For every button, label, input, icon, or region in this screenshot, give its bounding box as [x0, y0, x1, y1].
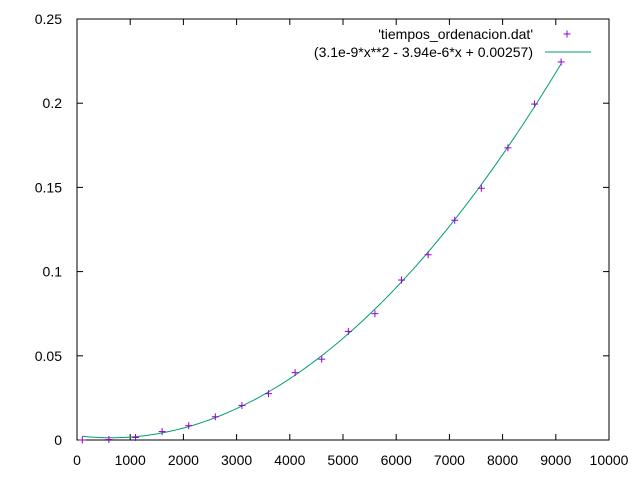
- y-tick-label: 0.05: [35, 348, 62, 364]
- data-point: [265, 390, 273, 398]
- data-point: [78, 436, 86, 444]
- data-point: [238, 401, 246, 409]
- data-point: [398, 276, 406, 284]
- y-tick-label: 0.15: [35, 179, 62, 195]
- x-tick-label: 6000: [381, 452, 412, 468]
- x-tick-label: 7000: [434, 452, 465, 468]
- x-tick-label: 3000: [221, 452, 252, 468]
- data-point: [424, 251, 432, 259]
- data-point: [477, 184, 485, 192]
- data-point: [291, 369, 299, 377]
- x-tick-label: 10000: [590, 452, 629, 468]
- fit-curve-layer: [82, 63, 562, 439]
- data-point: [105, 435, 113, 443]
- plot-frame: [76, 18, 610, 441]
- x-tick-label: 5000: [327, 452, 358, 468]
- data-points-layer: [78, 58, 565, 444]
- y-tick-label: 0.25: [35, 11, 62, 27]
- x-tick-label: 4000: [274, 452, 305, 468]
- data-point: [211, 413, 219, 421]
- y-tick-label: 0: [54, 432, 62, 448]
- data-point: [158, 428, 166, 436]
- axes: [76, 18, 610, 441]
- y-tick-label: 0.1: [43, 264, 63, 280]
- data-point: [504, 144, 512, 152]
- data-point: [557, 58, 565, 66]
- data-point: [451, 216, 459, 224]
- ticks: 0 1000 2000 3000 4000 5000 6000 7000 8000 9000 100…: [35, 11, 629, 468]
- data-point: [132, 433, 140, 441]
- x-tick-label: 1000: [115, 452, 146, 468]
- legend-label-fit: (3.1e-9*x**2 - 3.94e-6*x + 0.00257): [314, 44, 533, 60]
- x-tick-label: 0: [73, 452, 81, 468]
- y-tick-label: 0.2: [43, 95, 63, 111]
- legend-marker-points: [563, 30, 571, 38]
- fit-curve: [82, 63, 562, 439]
- data-point: [318, 355, 326, 363]
- legend: 'tiempos_ordenacion.dat' (3.1e-9*x**2 - …: [314, 26, 591, 60]
- data-point: [344, 327, 352, 335]
- x-tick-label: 2000: [168, 452, 199, 468]
- legend-label-points: 'tiempos_ordenacion.dat': [378, 26, 533, 42]
- data-point: [531, 100, 539, 108]
- data-point: [185, 422, 193, 430]
- data-point: [371, 310, 379, 318]
- x-tick-label: 9000: [540, 452, 571, 468]
- x-tick-label: 8000: [487, 452, 518, 468]
